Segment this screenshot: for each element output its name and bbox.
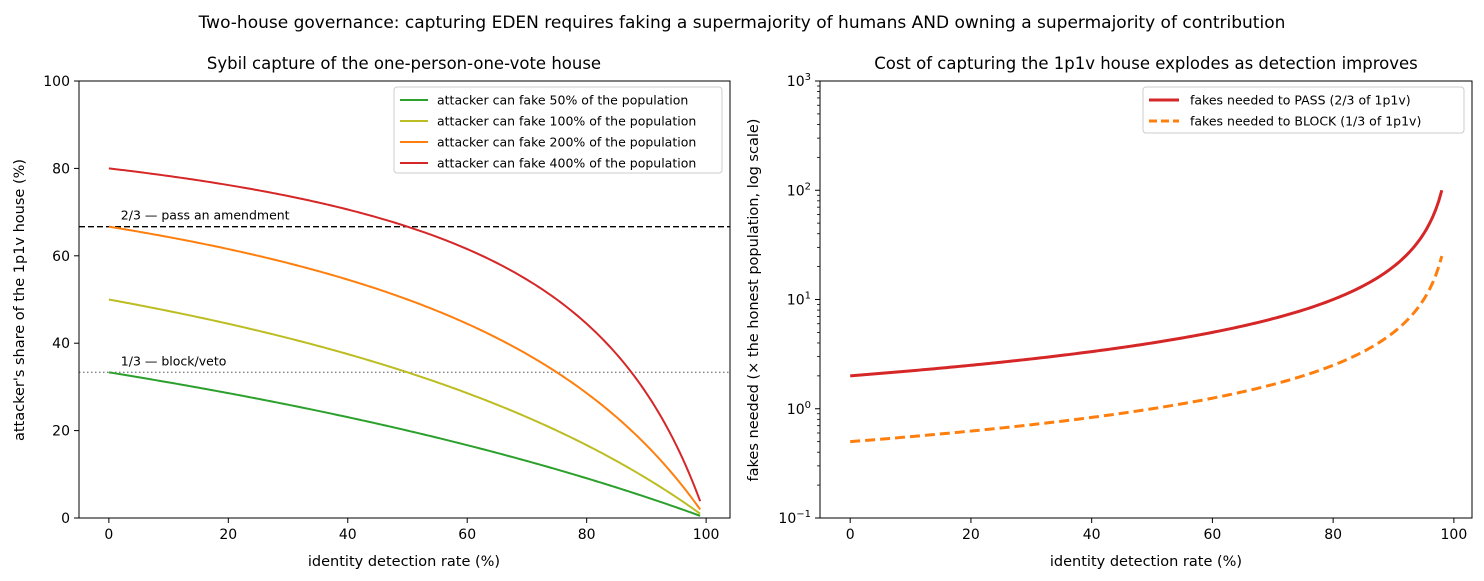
left-x-tick-label: 80: [578, 527, 596, 543]
left-y-tick-label: 60: [52, 249, 70, 265]
left-legend: attacker can fake 50% of the population a…: [393, 86, 723, 174]
left-y-tick-label: 40: [52, 336, 70, 352]
reference-line-label: 1/3 — block/veto: [121, 353, 227, 368]
series-line: [108, 225, 701, 511]
right-legend-items: fakes needed to PASS (2/3 of 1p1v) fakes …: [1149, 93, 1421, 129]
left-reference-lines: 2/3 — pass an amendment 1/3 — block/veto: [79, 208, 730, 374]
legend-label: attacker can fake 400% of the population: [437, 156, 696, 171]
right-x-tick-label: 40: [1083, 527, 1101, 543]
right-legend-box: [1142, 86, 1465, 134]
right-y-tick-label: 101: [787, 291, 811, 309]
left-x-tick-label: 40: [339, 527, 357, 543]
left-plot-frame: [78, 80, 731, 519]
right-y-tick-label: 100: [787, 400, 811, 418]
legend-label: attacker can fake 100% of the population: [437, 114, 696, 129]
left-chart-title: Sybil capture of the one-person-one-vote…: [207, 54, 601, 73]
right-y-tick-label: 102: [787, 181, 811, 199]
series-line: [108, 371, 701, 517]
left-y-tick-label: 80: [52, 161, 70, 177]
left-x-tick-label: 0: [104, 527, 113, 543]
figure-suptitle: Two-house governance: capturing EDEN req…: [198, 13, 1286, 33]
left-y-tick-label: 100: [43, 74, 70, 90]
reference-line-label: 2/3 — pass an amendment: [121, 208, 290, 223]
left-x-tick-label: 100: [693, 527, 720, 543]
left-ylabel: attacker's share of the 1p1v house (%): [12, 159, 28, 441]
right-x-tick-label: 100: [1441, 527, 1468, 543]
right-chart-title: Cost of capturing the 1p1v house explode…: [874, 54, 1418, 73]
legend-label: attacker can fake 50% of the population: [437, 93, 688, 108]
left-y-tick-label: 0: [61, 511, 70, 527]
right-y-tick-label: 10−1: [778, 509, 811, 527]
right-axis-ticks: 0 20 40 60 80 100 10−1 100 101 102 103: [778, 72, 1467, 543]
left-y-tick-label: 20: [52, 424, 70, 440]
right-x-tick-label: 20: [962, 527, 980, 543]
left-xlabel: identity detection rate (%): [308, 554, 500, 570]
right-chart: Cost of capturing the 1p1v house explode…: [746, 54, 1473, 570]
right-legend: fakes needed to PASS (2/3 of 1p1v) fakes …: [1142, 86, 1465, 134]
legend-label: attacker can fake 200% of the population: [437, 135, 696, 150]
left-legend-box: [393, 86, 723, 174]
right-xlabel: identity detection rate (%): [1050, 554, 1242, 570]
right-x-tick-label: 60: [1203, 527, 1221, 543]
series-line: [108, 298, 701, 515]
series-line: [850, 189, 1444, 378]
right-y-tick-label: 103: [787, 72, 811, 90]
series-line: [850, 255, 1444, 444]
series-line: [108, 167, 702, 502]
left-axis-ticks: 0 20 40 60 80 100 0 20 40 60 80 100: [43, 74, 719, 543]
right-x-tick-label: 0: [846, 527, 855, 543]
legend-label: fakes needed to PASS (2/3 of 1p1v): [1190, 93, 1411, 108]
left-chart: Sybil capture of the one-person-one-vote…: [12, 54, 731, 570]
left-x-tick-label: 20: [219, 527, 237, 543]
left-x-tick-label: 60: [458, 527, 476, 543]
right-series-lines: [850, 189, 1444, 444]
left-series-lines: [108, 167, 702, 517]
legend-label: fakes needed to BLOCK (1/3 of 1p1v): [1190, 114, 1421, 129]
left-legend-items: attacker can fake 50% of the population a…: [400, 93, 696, 171]
right-ylabel: fakes needed (× the honest population, l…: [746, 119, 762, 482]
right-plot-frame: [819, 80, 1473, 519]
right-x-tick-label: 80: [1324, 527, 1342, 543]
